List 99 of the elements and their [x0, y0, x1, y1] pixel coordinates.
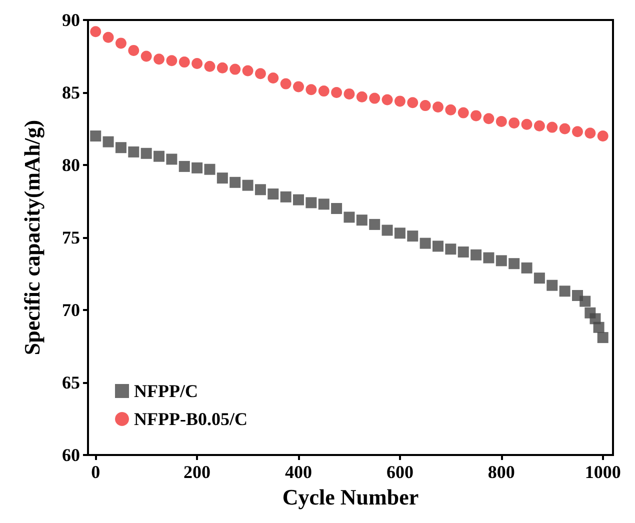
- point: [470, 249, 482, 260]
- point: [420, 100, 431, 112]
- point: [382, 224, 393, 236]
- point: [204, 60, 216, 72]
- point: [268, 72, 279, 84]
- point: [445, 244, 456, 255]
- point: [382, 94, 393, 106]
- y-tick-label: 65: [62, 372, 80, 392]
- point: [115, 38, 126, 49]
- point: [293, 194, 304, 206]
- x-axis-title: Cycle Number: [282, 484, 419, 510]
- point: [318, 198, 330, 210]
- point: [508, 117, 520, 128]
- point: [230, 176, 241, 188]
- point: [178, 160, 190, 172]
- point: [483, 252, 494, 264]
- point: [280, 78, 292, 90]
- point: [559, 123, 570, 134]
- point: [394, 228, 406, 239]
- point: [154, 54, 165, 65]
- point: [521, 262, 532, 274]
- point: [483, 113, 494, 124]
- point: [597, 332, 608, 344]
- point: [584, 128, 596, 139]
- point: [192, 162, 203, 174]
- point: [496, 116, 507, 127]
- x-tick-label: 600: [386, 462, 414, 482]
- x-tick-label: 400: [285, 462, 312, 482]
- y-tick-label: 85: [62, 82, 80, 102]
- point: [344, 88, 355, 100]
- point: [254, 184, 266, 196]
- point: [242, 180, 254, 191]
- y-tick-label: 90: [62, 10, 80, 30]
- point: [166, 154, 178, 165]
- point: [216, 62, 228, 74]
- y-tick-label: 70: [62, 300, 80, 320]
- point: [394, 96, 406, 107]
- point: [306, 84, 317, 96]
- point: [458, 107, 469, 118]
- point: [534, 272, 545, 284]
- x-tick-label: 0: [91, 462, 100, 482]
- point: [356, 91, 368, 102]
- point: [242, 65, 254, 76]
- point: [458, 246, 469, 258]
- point: [154, 150, 165, 162]
- point: [559, 286, 570, 297]
- point: [534, 120, 545, 132]
- point: [140, 50, 152, 62]
- x-tick-label: 1000: [584, 462, 621, 482]
- point: [268, 188, 279, 200]
- x-tick-label: 200: [184, 462, 211, 482]
- point: [331, 87, 342, 98]
- y-tick-label: 80: [62, 155, 80, 175]
- point: [593, 322, 604, 333]
- point: [216, 172, 228, 184]
- y-axis-title: Specific capacity(mAh/g): [20, 120, 44, 356]
- point: [597, 130, 608, 142]
- point: [407, 230, 418, 242]
- point: [546, 122, 558, 133]
- point: [166, 55, 178, 66]
- point: [128, 44, 140, 56]
- point: [344, 212, 355, 223]
- point: [102, 32, 114, 43]
- point: [470, 110, 482, 122]
- legend-label: NFPP/C: [134, 381, 198, 401]
- point: [102, 136, 114, 148]
- point: [420, 238, 431, 249]
- point: [140, 148, 152, 159]
- y-tick-label: 60: [62, 445, 80, 465]
- point: [90, 130, 102, 142]
- point: [254, 68, 266, 80]
- point: [407, 97, 418, 108]
- point: [508, 258, 520, 270]
- point: [280, 191, 292, 202]
- point: [432, 240, 444, 252]
- x-tick-label: 800: [488, 462, 515, 482]
- legend-label: NFPP-B0.05/C: [134, 409, 248, 429]
- point: [306, 197, 317, 208]
- point: [432, 102, 444, 112]
- point: [496, 255, 507, 266]
- point: [580, 296, 591, 307]
- point: [369, 218, 380, 230]
- point: [293, 81, 304, 92]
- point: [192, 58, 203, 69]
- point: [546, 280, 558, 291]
- point: [356, 214, 368, 226]
- point: [204, 164, 216, 175]
- point: [115, 142, 126, 154]
- point: [572, 126, 583, 138]
- point: [318, 86, 330, 97]
- point: [521, 118, 532, 130]
- point: [445, 104, 456, 116]
- point: [369, 92, 380, 104]
- point: [331, 203, 342, 214]
- point: [230, 64, 241, 75]
- point: [90, 26, 102, 38]
- point: [178, 56, 190, 68]
- y-tick-label: 75: [62, 228, 80, 248]
- point: [128, 146, 140, 158]
